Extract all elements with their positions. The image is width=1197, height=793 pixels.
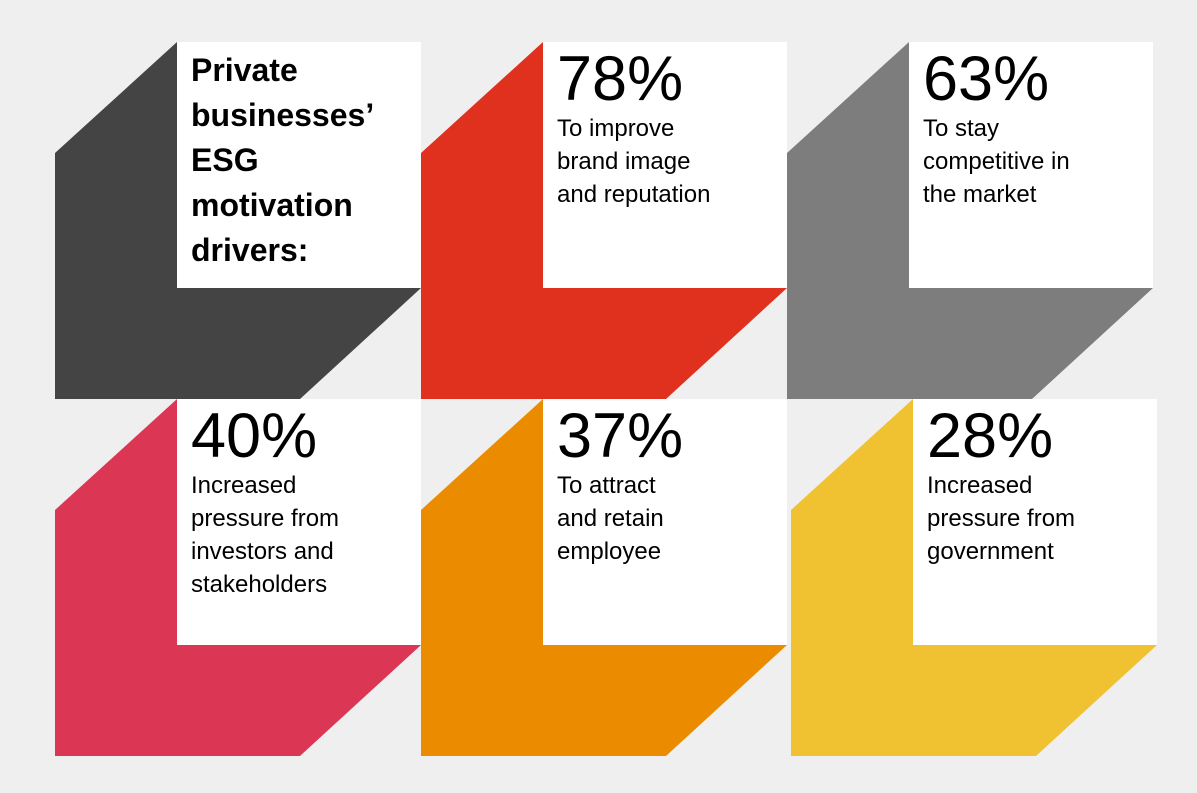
driver-description-line: Increased: [927, 472, 1033, 499]
text-panel: 28% Increased pressure from government: [913, 399, 1157, 645]
driver-percent: 40%: [191, 401, 318, 471]
driver-tile: 63% To stay competitive in the market: [787, 42, 1153, 399]
text-panel: 78% To improve brand image and reputation: [543, 42, 787, 288]
driver-description-line: brand image: [557, 148, 691, 175]
driver-tile: 78% To improve brand image and reputation: [421, 42, 787, 399]
text-panel: 40% Increased pressure from investors and st…: [177, 399, 421, 645]
driver-description-line: pressure from: [927, 505, 1076, 532]
page-title: Private businesses’ ESG motivation drivers:: [191, 48, 421, 273]
driver-percent: 37%: [557, 401, 684, 471]
text-panel: Private businesses’ ESG motivation drivers:: [177, 42, 421, 288]
title-tile: Private businesses’ ESG motivation drivers:: [55, 42, 421, 399]
title-line: drivers:: [191, 232, 309, 268]
driver-description-line: To attract: [557, 472, 656, 499]
driver-description-line: investors and: [191, 538, 334, 565]
driver-percent: 28%: [927, 401, 1054, 471]
driver-percent: 78%: [557, 44, 684, 114]
driver-tile: 37% To attract and retain employee: [421, 399, 787, 756]
title-line: businesses’: [191, 97, 375, 133]
driver-description-line: employee: [557, 538, 662, 565]
driver-description-line: and reputation: [557, 181, 711, 208]
driver-description-line: and retain: [557, 505, 664, 532]
title-line: motivation: [191, 187, 353, 223]
driver-tile: 40% Increased pressure from investors and st…: [55, 399, 421, 756]
driver-tile: 28% Increased pressure from government: [791, 399, 1157, 756]
title-line: ESG: [191, 142, 259, 178]
driver-description-line: stakeholders: [191, 571, 328, 598]
driver-description-line: pressure from: [191, 505, 340, 532]
driver-description-line: the market: [923, 181, 1037, 208]
driver-description-line: Increased: [191, 472, 297, 499]
driver-percent: 63%: [923, 44, 1050, 114]
title-line: Private: [191, 52, 298, 88]
driver-description-line: government: [927, 538, 1054, 565]
text-panel: 63% To stay competitive in the market: [909, 42, 1153, 288]
driver-description-line: competitive in: [923, 148, 1070, 175]
driver-description-line: To stay: [923, 115, 1000, 142]
driver-description-line: To improve: [557, 115, 675, 142]
text-panel: 37% To attract and retain employee: [543, 399, 787, 645]
